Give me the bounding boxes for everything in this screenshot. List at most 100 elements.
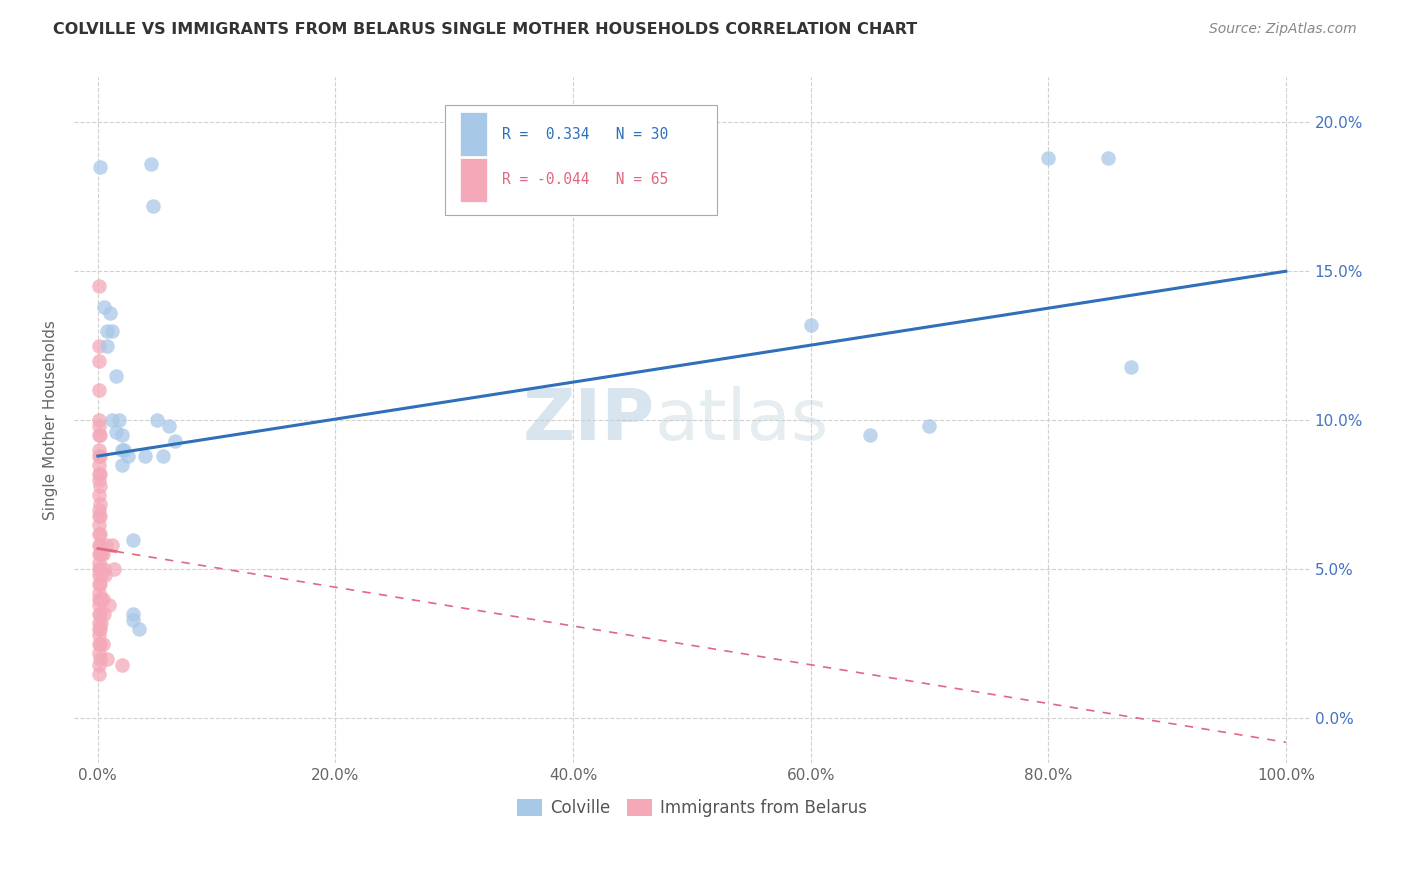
Point [101,413,124,427]
FancyBboxPatch shape [460,158,486,202]
Point [87,508,110,523]
Point [87,473,110,487]
Point [87,428,110,442]
Point [98,306,121,320]
Text: COLVILLE VS IMMIGRANTS FROM BELARUS SINGLE MOTHER HOUSEHOLDS CORRELATION CHART: COLVILLE VS IMMIGRANTS FROM BELARUS SING… [53,22,918,37]
Text: R =  0.334   N = 30: R = 0.334 N = 30 [502,127,668,142]
Point [87,413,110,427]
Point [89,607,111,621]
Point [89,562,111,576]
Point [87,517,110,532]
Point [89,548,111,562]
Point [89,652,111,666]
Point [93,562,115,576]
Point [87,615,110,630]
Point [152,449,174,463]
Point [110,443,132,458]
Point [87,607,110,621]
Point [87,577,110,591]
Point [89,622,111,636]
Point [134,449,156,463]
Point [87,592,110,607]
Point [97,598,120,612]
Point [93,607,115,621]
Point [90,568,112,582]
Point [96,652,118,666]
Point [87,628,110,642]
Point [87,539,110,553]
Point [146,413,169,427]
Point [101,539,124,553]
Point [87,419,110,434]
Point [87,467,110,481]
Point [800,318,823,332]
Point [122,533,145,547]
Point [91,637,114,651]
Text: atlas: atlas [655,385,830,455]
Point [1121,359,1143,374]
Point [87,586,110,600]
Point [89,508,111,523]
Point [141,157,163,171]
Point [87,657,110,672]
Point [87,526,110,541]
Point [87,339,110,353]
Point [89,449,111,463]
Point [87,666,110,681]
Point [104,368,127,383]
Point [87,384,110,398]
Point [89,539,111,553]
Point [104,425,127,440]
Point [112,443,135,458]
Point [89,479,111,493]
Point [89,637,111,651]
Point [110,428,132,442]
Point [89,592,111,607]
Point [87,449,110,463]
Point [91,592,114,607]
Point [89,428,111,442]
Point [122,607,145,621]
Point [859,428,882,442]
Point [110,657,132,672]
Point [141,199,163,213]
Point [87,637,110,651]
Point [87,443,110,458]
Point [918,419,941,434]
Point [89,160,111,174]
Point [1038,151,1060,165]
Point [87,646,110,660]
Point [90,548,112,562]
Point [87,502,110,516]
Point [128,622,150,636]
Point [87,557,110,571]
Point [96,539,118,553]
Point [87,548,110,562]
Point [89,497,111,511]
Point [87,279,110,293]
Point [89,577,111,591]
Text: ZIP: ZIP [523,385,655,455]
Point [117,449,139,463]
Point [87,568,110,582]
Point [157,419,180,434]
Point [1097,151,1119,165]
Point [89,526,111,541]
Point [87,458,110,472]
Point [89,467,111,481]
Point [94,568,117,582]
Point [90,615,112,630]
Point [108,413,131,427]
Point [96,324,118,338]
Point [87,562,110,576]
Y-axis label: Single Mother Households: Single Mother Households [44,320,58,520]
Point [87,598,110,612]
Point [101,324,124,338]
FancyBboxPatch shape [460,112,486,156]
Point [87,622,110,636]
Point [122,613,145,627]
Point [103,562,125,576]
Point [87,353,110,368]
Text: R = -0.044   N = 65: R = -0.044 N = 65 [502,172,668,187]
Point [93,300,115,314]
